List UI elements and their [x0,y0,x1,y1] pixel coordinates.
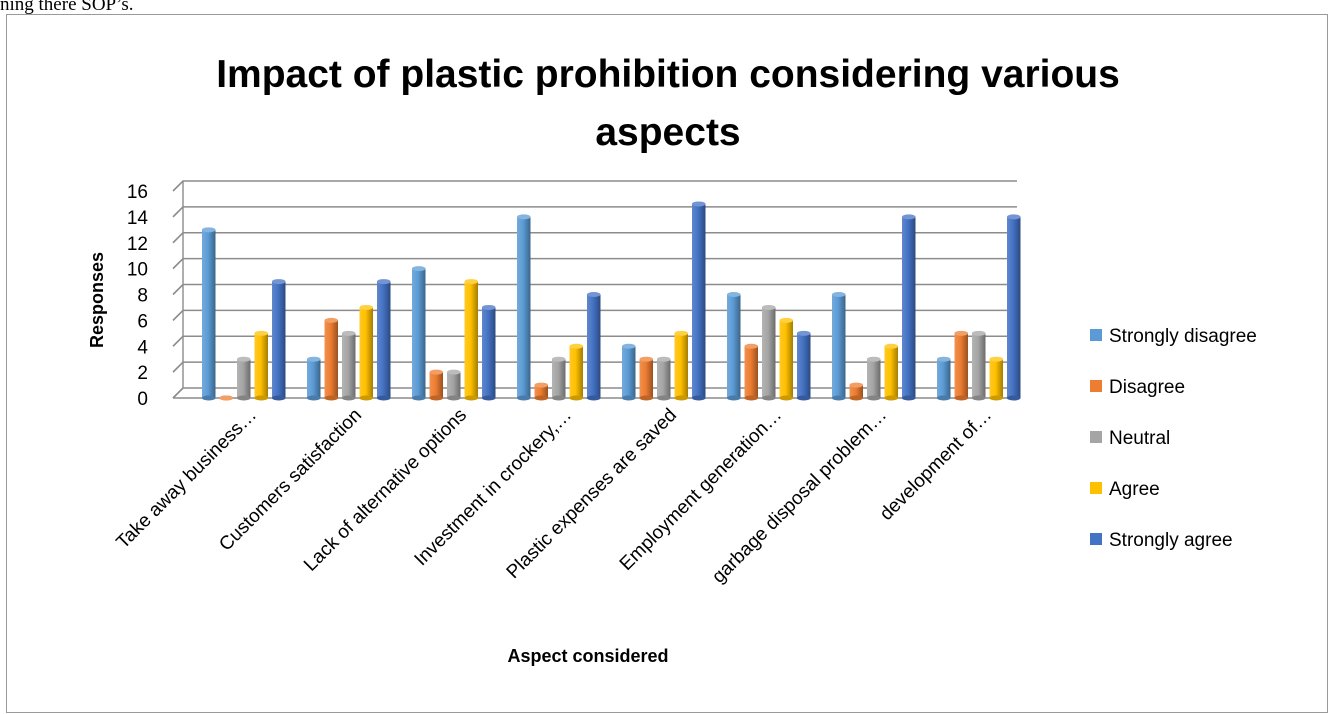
bar [692,201,706,401]
bar [954,330,968,401]
legend-item: Strongly agree [1090,530,1233,551]
bar [587,292,601,401]
gridline [172,206,1017,218]
y-tick-label: 2 [137,363,148,384]
bar [744,343,758,401]
bar-chart: Impact of plastic prohibition considerin… [87,53,1257,666]
legend-label: Disagree [1109,377,1185,398]
legend-item: Strongly disagree [1090,326,1257,347]
y-tick-label: 10 [127,260,148,281]
chart-frame: Impact of plastic prohibition considerin… [6,14,1328,713]
chart-title-line: aspects [595,111,740,154]
legend: Strongly disagree Disagree Neutral Agree Str… [1090,326,1257,551]
chart-title: Impact of plastic prohibition considerin… [216,53,1120,154]
bar [622,343,636,401]
x-category-label: Plastic expenses are saved [503,405,681,583]
bar [202,227,216,401]
bar [779,317,793,401]
y-tick-label: 14 [127,208,149,229]
legend-item: Disagree [1090,377,1185,398]
y-tick-label: 8 [137,286,148,307]
bar [569,343,583,401]
x-axis-title: Aspect considered [507,646,668,666]
bar [534,382,548,401]
bar [324,317,338,401]
gridline [172,180,1017,192]
legend-swatch [1090,380,1102,392]
bar [762,304,776,401]
legend-item: Agree [1090,479,1160,500]
bar [219,395,233,401]
bar [552,356,566,401]
gridline [172,231,1017,244]
bar [517,214,531,401]
gridline [172,283,1017,296]
bar [359,304,373,401]
bar [464,279,478,401]
bar [797,330,811,401]
bar [727,292,741,401]
bar [972,330,986,401]
bar [849,382,863,401]
y-axis-ticks: 0 2 4 6 8 10 12 14 16 [127,182,149,410]
legend-label: Neutral [1109,428,1170,449]
bar [867,356,881,401]
bar [254,330,268,401]
legend-swatch [1090,533,1102,545]
bar [272,279,286,401]
y-tick-label: 16 [127,182,148,203]
bar [832,292,846,401]
bar [307,356,321,401]
y-tick-label: 6 [137,311,148,332]
y-axis-title: Responses [87,252,107,348]
legend-label: Strongly agree [1109,530,1233,551]
legend-label: Agree [1109,479,1160,500]
chart-title-line: Impact of plastic prohibition considerin… [216,53,1120,96]
bar [342,330,356,401]
gridline [172,257,1017,270]
bar [902,214,916,401]
legend-swatch [1090,431,1102,443]
legend-swatch [1090,482,1102,494]
x-category-label: garbage disposal problem… [708,405,891,588]
bar [1007,214,1021,401]
y-tick-label: 12 [127,234,148,255]
legend-label: Strongly disagree [1109,326,1257,347]
bar [447,369,461,401]
bar [412,266,426,401]
bar [989,356,1003,401]
legend-swatch [1090,329,1102,341]
x-axis-categories: Take away business…Customers satisfactio… [113,405,997,588]
bar [884,343,898,401]
legend-item: Neutral [1090,428,1170,449]
bar [639,356,653,401]
bar [674,330,688,401]
bar [377,279,391,401]
bar [657,356,671,401]
bar [429,369,443,401]
y-tick-label: 0 [137,389,148,410]
bar [237,356,251,401]
y-tick-label: 4 [137,337,148,358]
bar [937,356,951,401]
bars [202,201,1021,401]
page-text-snippet: ning there SOP’s. [0,0,134,15]
x-category-label: development of… [876,405,996,525]
bar [482,304,496,401]
